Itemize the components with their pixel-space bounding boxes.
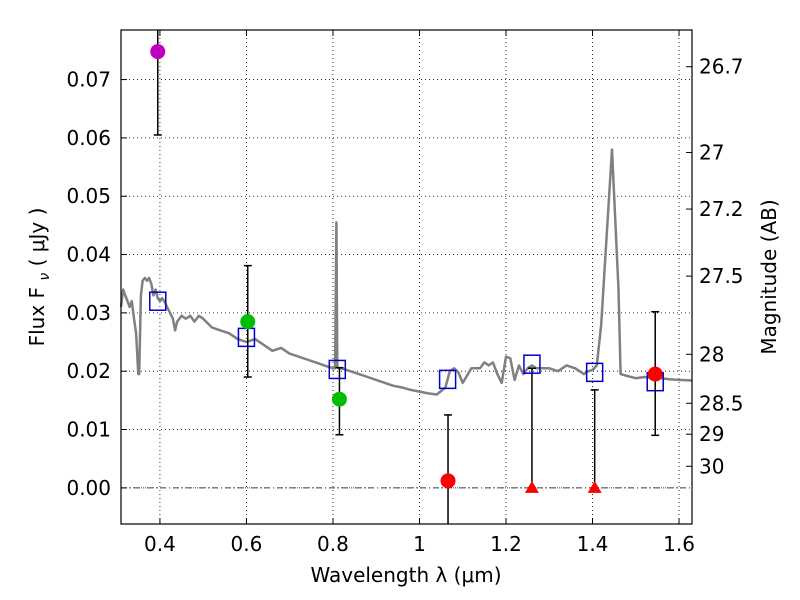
plot-frame bbox=[120, 29, 693, 525]
x-tick-label: 1 bbox=[413, 532, 426, 556]
y-tick-label: 0.00 bbox=[66, 476, 111, 500]
y-axis-ticks: 0.00 0.01 0.02 0.03 0.04 0.05 0.06 0.07 bbox=[66, 68, 127, 500]
y-tick-label: 0.02 bbox=[66, 359, 111, 383]
model-photometry-squares bbox=[149, 291, 664, 392]
x-axis-label: Wavelength λ (μm) bbox=[310, 563, 501, 587]
y-tick-label: 0.03 bbox=[66, 301, 111, 325]
y-axis-label-sub: ν bbox=[37, 273, 53, 281]
x-tick-label: 1.4 bbox=[577, 532, 609, 556]
upper-limit-triangle bbox=[587, 480, 602, 493]
y2-tick-label: 26.7 bbox=[699, 55, 744, 79]
y2-tick-label: 30 bbox=[699, 454, 724, 478]
observed-point bbox=[240, 314, 256, 330]
model-photometry-square bbox=[328, 359, 347, 380]
observed-photometry-points bbox=[150, 44, 663, 493]
upper-limit-triangle bbox=[524, 480, 539, 493]
y2-axis-ticks: 26.7 27 27.2 27.5 28 28.5 29 30 bbox=[686, 55, 744, 478]
y-tick-label: 0.01 bbox=[66, 418, 111, 442]
error-bars bbox=[153, 30, 660, 524]
observed-point bbox=[331, 391, 347, 407]
y2-tick-label: 28 bbox=[699, 342, 724, 366]
y2-tick-label: 27 bbox=[699, 140, 724, 164]
x-tick-label: 0.6 bbox=[231, 532, 263, 556]
y-axis-label-suffix: ( μJy ) bbox=[25, 208, 49, 267]
y-tick-label: 0.06 bbox=[66, 126, 111, 150]
y2-tick-label: 27.5 bbox=[699, 264, 744, 288]
observed-point bbox=[150, 44, 166, 60]
x-axis-ticks: 0.4 0.6 0.8 1 1.2 1.4 1.6 bbox=[144, 30, 695, 556]
y2-tick-label: 28.5 bbox=[699, 391, 744, 415]
model-photometry-square bbox=[523, 354, 541, 374]
y2-tick-label: 29 bbox=[699, 422, 724, 446]
model-photometry-square bbox=[438, 369, 457, 390]
x-tick-label: 1.6 bbox=[663, 532, 695, 556]
y2-axis-label: Magnitude (AB) bbox=[757, 199, 781, 354]
y-tick-label: 0.04 bbox=[66, 243, 111, 267]
model-spectrum-line bbox=[119, 148, 693, 396]
y2-tick-label: 27.2 bbox=[699, 197, 744, 221]
model-photometry-square bbox=[585, 362, 604, 383]
observed-point bbox=[647, 366, 663, 382]
y-axis-label-prefix: Flux F bbox=[25, 287, 49, 346]
x-tick-label: 0.4 bbox=[144, 532, 176, 556]
grid bbox=[121, 30, 692, 524]
y-tick-label: 0.07 bbox=[66, 68, 111, 92]
y-axis-label: Flux F ν ( μJy ) bbox=[25, 208, 54, 347]
y-tick-label: 0.05 bbox=[66, 184, 111, 208]
x-tick-label: 0.8 bbox=[317, 532, 349, 556]
observed-point bbox=[440, 473, 456, 489]
x-tick-label: 1.2 bbox=[490, 532, 522, 556]
model-photometry-square bbox=[237, 327, 256, 348]
model-photometry-square bbox=[149, 291, 167, 311]
